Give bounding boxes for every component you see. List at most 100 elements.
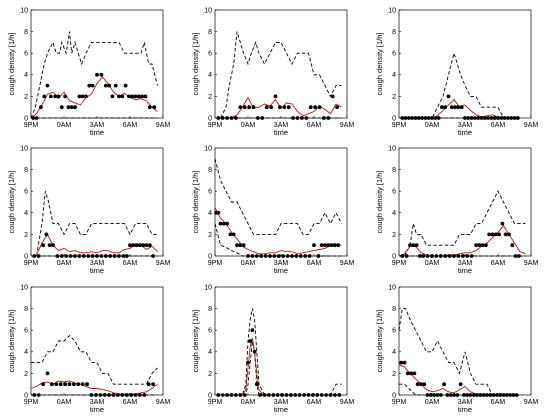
observed-point bbox=[41, 382, 45, 387]
observed-point bbox=[306, 393, 311, 397]
observed-point bbox=[290, 254, 294, 258]
y-tick-label: 8 bbox=[24, 306, 28, 313]
plot-frame bbox=[30, 286, 164, 396]
x-axis-label: time bbox=[458, 266, 472, 275]
observed-point bbox=[286, 105, 291, 110]
observed-point bbox=[141, 243, 146, 248]
observed-point bbox=[335, 105, 339, 110]
observed-point bbox=[59, 254, 64, 258]
y-axis-label: cough density [1/h] bbox=[191, 33, 200, 96]
observed-point bbox=[418, 254, 422, 258]
observed-point bbox=[433, 116, 438, 120]
observed-point bbox=[123, 83, 128, 88]
observed-point bbox=[267, 393, 271, 397]
observed-point bbox=[129, 393, 134, 397]
x-tick-label: 6AM bbox=[491, 260, 506, 267]
observed-point bbox=[448, 393, 453, 397]
observed-point bbox=[124, 254, 129, 258]
observed-point bbox=[220, 393, 225, 397]
observed-point bbox=[242, 105, 247, 110]
observed-point bbox=[134, 243, 139, 248]
observed-point bbox=[281, 254, 286, 258]
observed-point bbox=[94, 393, 98, 397]
observed-point bbox=[120, 393, 125, 397]
x-tick-label: 9PM bbox=[208, 260, 223, 267]
upper-bound-line bbox=[31, 334, 158, 385]
observed-point bbox=[455, 393, 460, 397]
x-tick-label: 6AM bbox=[123, 122, 138, 129]
observed-point bbox=[469, 116, 474, 120]
observed-point bbox=[66, 105, 71, 110]
observed-point bbox=[308, 105, 313, 110]
observed-point bbox=[333, 243, 337, 248]
observed-point bbox=[294, 254, 299, 258]
observed-point bbox=[241, 243, 246, 248]
x-axis-label: time bbox=[458, 128, 472, 137]
y-tick-label: 8 bbox=[208, 167, 212, 174]
observed-point bbox=[273, 94, 278, 99]
y-tick-label: 8 bbox=[208, 29, 212, 36]
y-tick-label: 4 bbox=[24, 72, 28, 79]
y-axis-label: cough density [1/h] bbox=[7, 310, 16, 373]
y-tick-label: 6 bbox=[24, 328, 28, 335]
observed-point bbox=[462, 393, 466, 397]
observed-point bbox=[121, 254, 126, 258]
y-axis-label: cough density [1/h] bbox=[375, 171, 384, 234]
observed-point bbox=[284, 393, 289, 397]
observed-point bbox=[275, 393, 280, 397]
upper-bound-line bbox=[30, 31, 158, 119]
observed-point bbox=[111, 393, 116, 397]
x-tick-label: 3AM bbox=[90, 260, 105, 267]
observed-point bbox=[225, 393, 230, 397]
observed-point bbox=[58, 382, 63, 387]
y-tick-label: 4 bbox=[392, 72, 396, 79]
observed-point bbox=[402, 360, 407, 365]
y-tick-label: 6 bbox=[208, 328, 212, 335]
observed-point bbox=[447, 254, 452, 258]
observed-point bbox=[324, 393, 328, 397]
observed-point bbox=[432, 393, 437, 397]
observed-point bbox=[495, 393, 499, 397]
observed-point bbox=[54, 382, 59, 387]
observed-point bbox=[142, 393, 147, 397]
observed-point bbox=[234, 393, 238, 397]
x-tick-label: 9AM bbox=[340, 122, 355, 129]
x-tick-label: 3AM bbox=[90, 399, 105, 406]
x-axis-label: time bbox=[90, 128, 104, 137]
observed-point bbox=[319, 393, 324, 397]
observed-point bbox=[513, 254, 518, 258]
observed-point bbox=[250, 328, 255, 333]
y-tick-label: 2 bbox=[208, 232, 212, 239]
observed-point bbox=[416, 116, 421, 120]
observed-point bbox=[259, 254, 264, 258]
observed-point bbox=[430, 116, 434, 120]
y-axis-label: cough density [1/h] bbox=[375, 33, 384, 96]
observed-point bbox=[116, 393, 120, 397]
y-tick-label: 4 bbox=[208, 72, 212, 79]
observed-point bbox=[487, 232, 492, 237]
panel-6: 0 2 4 6 8 10 9PM 0AM 3AM 6AM 9AM time cough density … bbox=[375, 145, 538, 275]
y-tick-label: 8 bbox=[392, 306, 396, 313]
observed-point bbox=[507, 232, 511, 237]
observed-point bbox=[466, 116, 471, 120]
observed-point bbox=[326, 116, 331, 120]
observed-point bbox=[302, 393, 306, 397]
panel-9: 0 2 4 6 8 10 9PM 0AM 3AM 6AM 9AM time cough density … bbox=[375, 284, 538, 414]
x-tick-label: 9AM bbox=[524, 399, 539, 406]
observed-point bbox=[278, 105, 282, 110]
observed-point bbox=[493, 232, 498, 237]
observed-point bbox=[59, 105, 64, 110]
observed-point bbox=[412, 371, 417, 376]
observed-point bbox=[268, 254, 272, 258]
observed-point bbox=[133, 393, 138, 397]
y-tick-label: 8 bbox=[24, 167, 28, 174]
observed-point bbox=[449, 105, 454, 110]
x-tick-label: 9AM bbox=[156, 399, 171, 406]
observed-point bbox=[151, 254, 156, 258]
observed-point bbox=[229, 393, 234, 397]
observed-point bbox=[131, 243, 136, 248]
estimate-line bbox=[30, 76, 158, 119]
observed-point bbox=[463, 116, 467, 120]
observed-point bbox=[426, 116, 431, 120]
observed-point bbox=[238, 105, 243, 110]
